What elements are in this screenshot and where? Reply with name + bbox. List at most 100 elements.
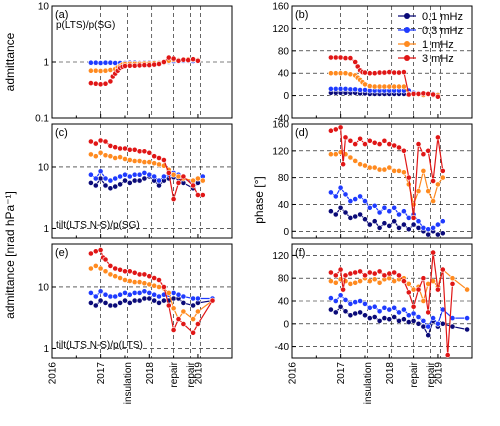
y-tick-label: 10 (38, 282, 50, 293)
data-point (337, 86, 344, 92)
data-point (396, 224, 402, 231)
data-point (391, 314, 398, 320)
data-point (92, 59, 99, 66)
data-point (88, 289, 94, 296)
data-point (425, 231, 432, 238)
data-point (102, 80, 109, 87)
data-point (194, 192, 201, 198)
series-1-mHz (88, 149, 206, 184)
data-point (122, 171, 128, 178)
data-point (381, 83, 388, 90)
data-point (122, 268, 128, 275)
data-point (352, 269, 359, 276)
data-point (136, 62, 143, 69)
data-point (362, 312, 368, 319)
data-point (175, 179, 182, 186)
y-tick-label: 1 (43, 58, 49, 69)
data-point (381, 272, 388, 279)
data-point (362, 81, 368, 88)
data-point (352, 86, 359, 93)
data-point (347, 214, 354, 221)
data-point (332, 309, 339, 316)
data-point (126, 299, 133, 306)
data-point (391, 218, 398, 225)
data-point (151, 282, 158, 289)
series-0_3-mHz (88, 288, 216, 302)
data-point (352, 310, 359, 317)
data-point (332, 211, 339, 218)
series-1-mHz (327, 70, 441, 98)
y-tick-label: 10 (38, 162, 50, 173)
data-point (146, 281, 153, 288)
data-point (126, 179, 133, 186)
data-point (434, 134, 441, 141)
data-point (102, 138, 109, 145)
data-point (131, 289, 138, 296)
data-point (146, 171, 153, 178)
data-point (410, 286, 417, 293)
series-3-mHz (327, 124, 446, 221)
event-label: repair (186, 361, 197, 387)
x-tick-label: 2016 (288, 362, 299, 385)
data-point (107, 153, 114, 160)
data-point (420, 298, 427, 304)
data-point (386, 164, 393, 171)
data-point (327, 189, 334, 196)
data-point (415, 224, 422, 231)
data-point (386, 83, 393, 90)
data-point (376, 166, 383, 173)
data-point (347, 198, 354, 204)
data-point (88, 250, 94, 257)
data-point (371, 314, 378, 320)
data-point (376, 224, 383, 231)
data-point (342, 191, 349, 198)
legend: 0.1 mHz 0.3 mHz 1 mHz 3 mHz (398, 11, 463, 65)
data-point (366, 83, 373, 89)
panel-label: (f) (295, 247, 305, 259)
data-point (362, 198, 368, 204)
data-point (117, 299, 123, 306)
data-point (209, 297, 216, 304)
data-point (366, 278, 373, 284)
data-point (400, 278, 407, 284)
data-point (131, 297, 138, 304)
data-point (376, 268, 383, 275)
data-point (156, 277, 162, 283)
data-point (376, 83, 383, 90)
data-point (396, 272, 402, 279)
data-point (430, 249, 436, 256)
data-point (366, 269, 373, 276)
data-point (327, 151, 334, 158)
data-point (160, 157, 167, 163)
data-point (376, 141, 383, 147)
data-point (362, 216, 368, 223)
data-point (381, 304, 388, 311)
data-point (112, 273, 119, 280)
y-tick-label: 120 (272, 251, 289, 262)
data-point (410, 91, 417, 97)
data-point (381, 204, 388, 211)
data-point (381, 220, 388, 227)
data-point (420, 224, 427, 231)
data-point (126, 62, 133, 69)
data-point (156, 182, 162, 189)
data-point (439, 266, 446, 273)
data-point (439, 230, 446, 237)
data-point (180, 308, 187, 315)
data-point (102, 67, 109, 74)
data-point (396, 144, 402, 151)
data-point (88, 151, 94, 158)
event-label: repair (426, 361, 437, 387)
y-tick-label: 1 (43, 224, 49, 235)
data-point (371, 303, 378, 310)
data-point (160, 297, 167, 304)
data-point (107, 302, 114, 309)
data-point (430, 315, 436, 321)
data-point (170, 55, 177, 62)
data-point (352, 141, 359, 147)
panel-label: (e) (55, 247, 68, 259)
data-point (160, 173, 167, 180)
data-point (405, 312, 412, 319)
panel-note: p(LTS)/p(SG) (56, 20, 115, 31)
data-point (131, 171, 138, 178)
